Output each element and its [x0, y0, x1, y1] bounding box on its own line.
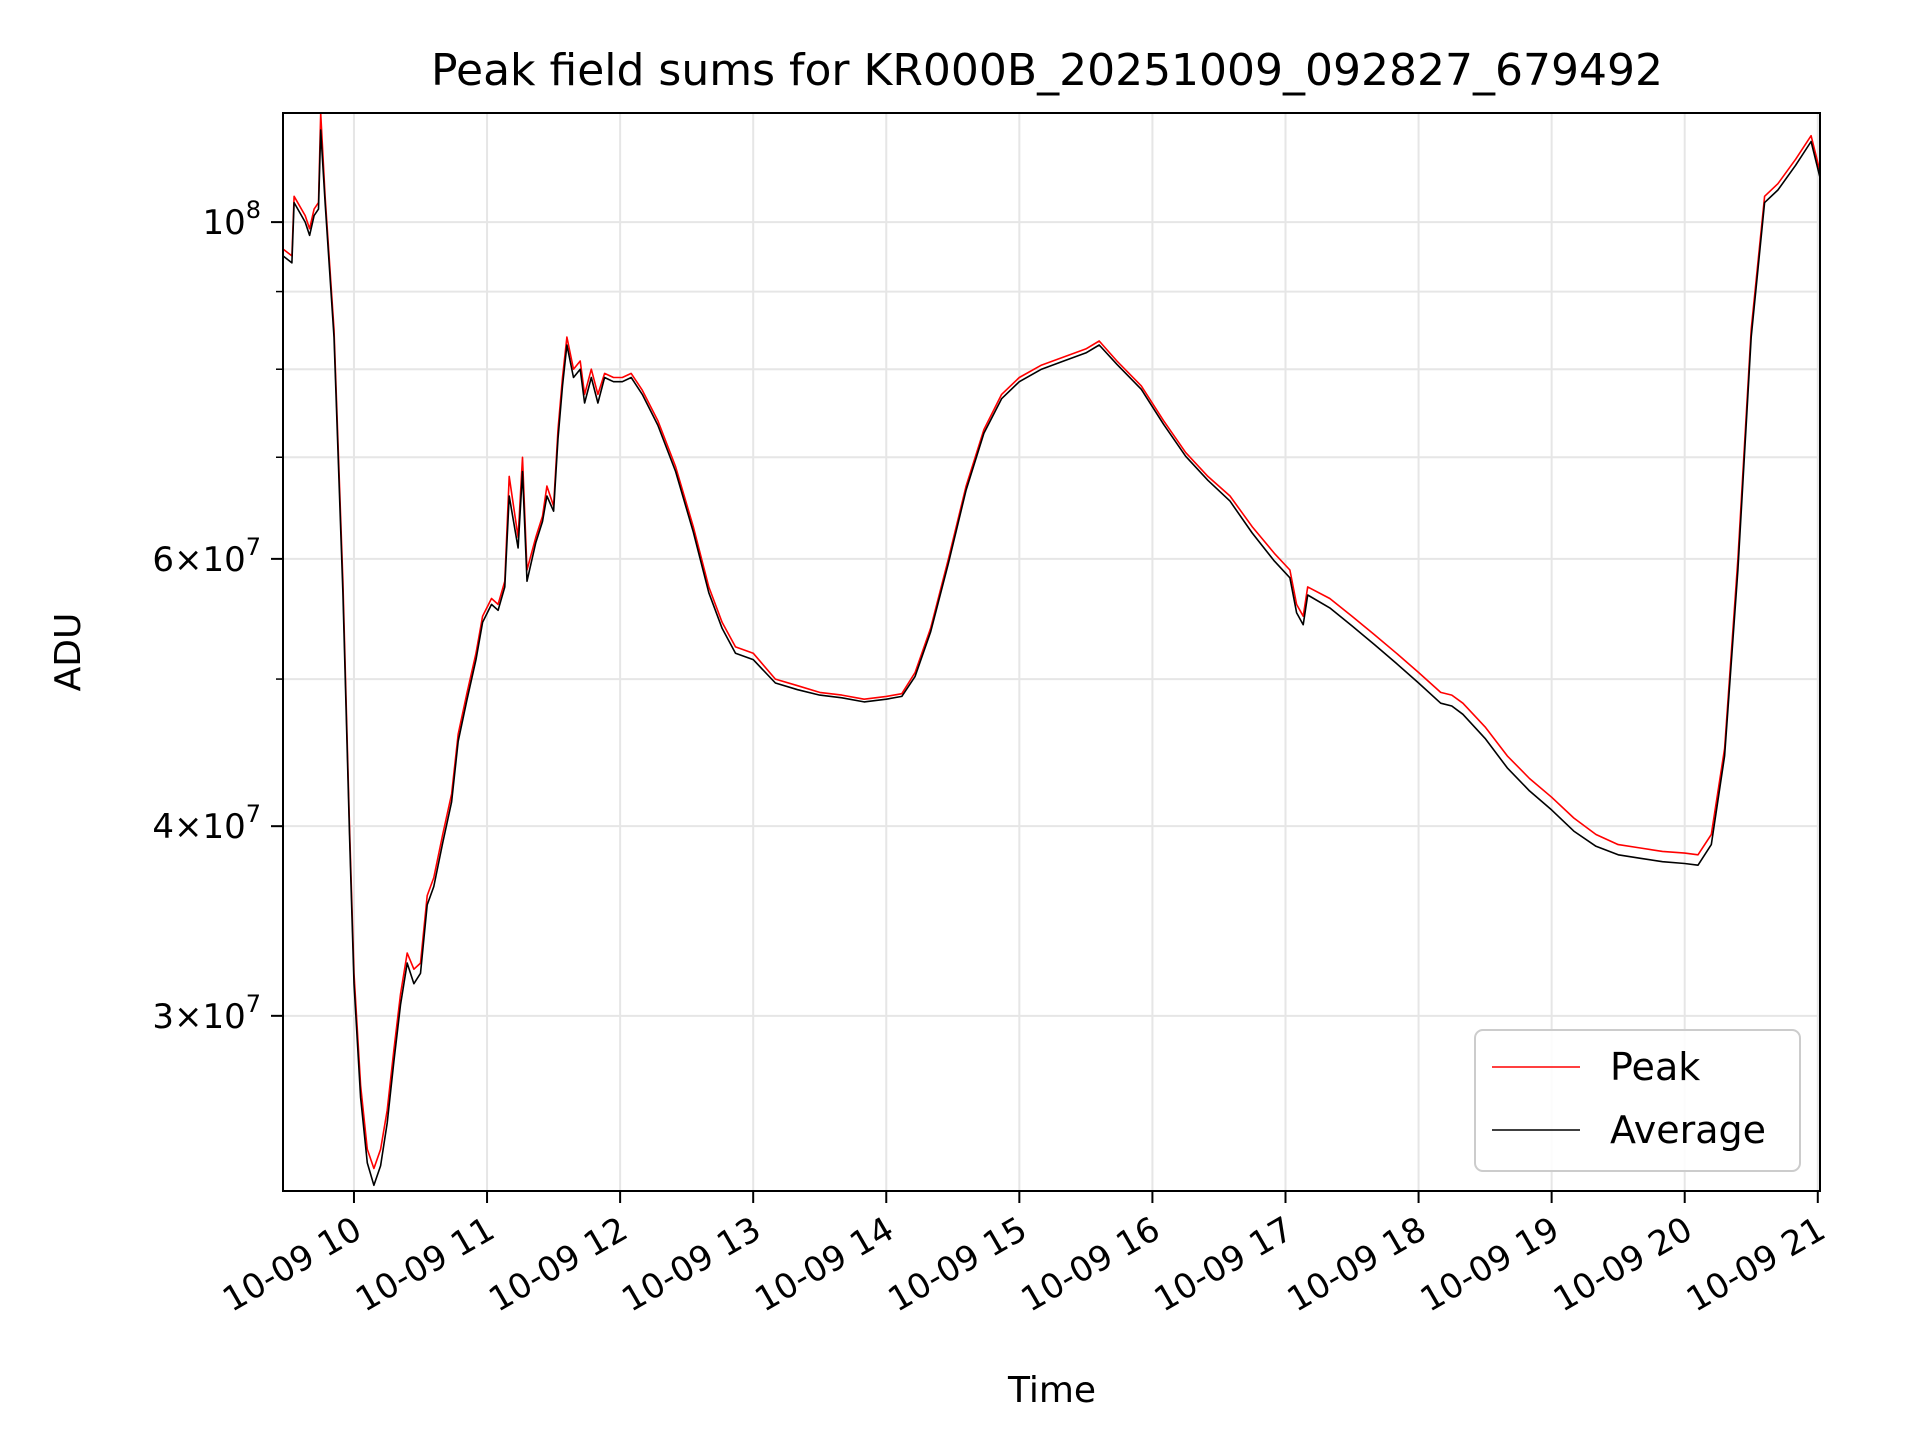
y-tick-base: 10 — [202, 997, 245, 1037]
plot-frame — [282, 112, 1821, 1192]
legend-label-average: Average — [1610, 1108, 1766, 1152]
y-tick-exponent: 7 — [246, 990, 261, 1018]
chart-title: Peak field sums for KR000B_20251009_0928… — [431, 45, 1663, 96]
y-tick-mantissa: 6 — [152, 540, 174, 580]
y-tick-label: 108 — [202, 196, 261, 243]
y-tick-mantissa: 3 — [152, 997, 174, 1037]
y-tick-times: × — [174, 997, 203, 1037]
y-tick-base: 10 — [202, 203, 245, 243]
y-tick-times: × — [174, 540, 203, 580]
y-tick-base: 10 — [202, 807, 245, 847]
legend-box — [1474, 1029, 1801, 1172]
x-axis-label: Time — [1007, 1370, 1096, 1411]
y-tick-exponent: 7 — [246, 800, 261, 828]
y-tick-base: 10 — [202, 540, 245, 580]
legend: Peak Average — [1474, 1029, 1801, 1172]
series-line-average — [282, 129, 1821, 1187]
y-tick-times: × — [174, 807, 203, 847]
series-line-peak — [282, 112, 1821, 1170]
legend-label-peak: Peak — [1610, 1045, 1700, 1089]
y-tick-exponent: 7 — [246, 533, 261, 561]
plot-series — [282, 112, 1821, 1187]
y-tick-label: 4×107 — [152, 800, 261, 847]
y-axis-label: ADU — [48, 613, 89, 692]
y-tick-label: 6×107 — [152, 533, 261, 580]
y-tick-exponent: 8 — [246, 196, 261, 224]
y-tick-mantissa: 4 — [152, 807, 174, 847]
grid — [283, 113, 1820, 1191]
y-tick-label: 3×107 — [152, 990, 261, 1037]
